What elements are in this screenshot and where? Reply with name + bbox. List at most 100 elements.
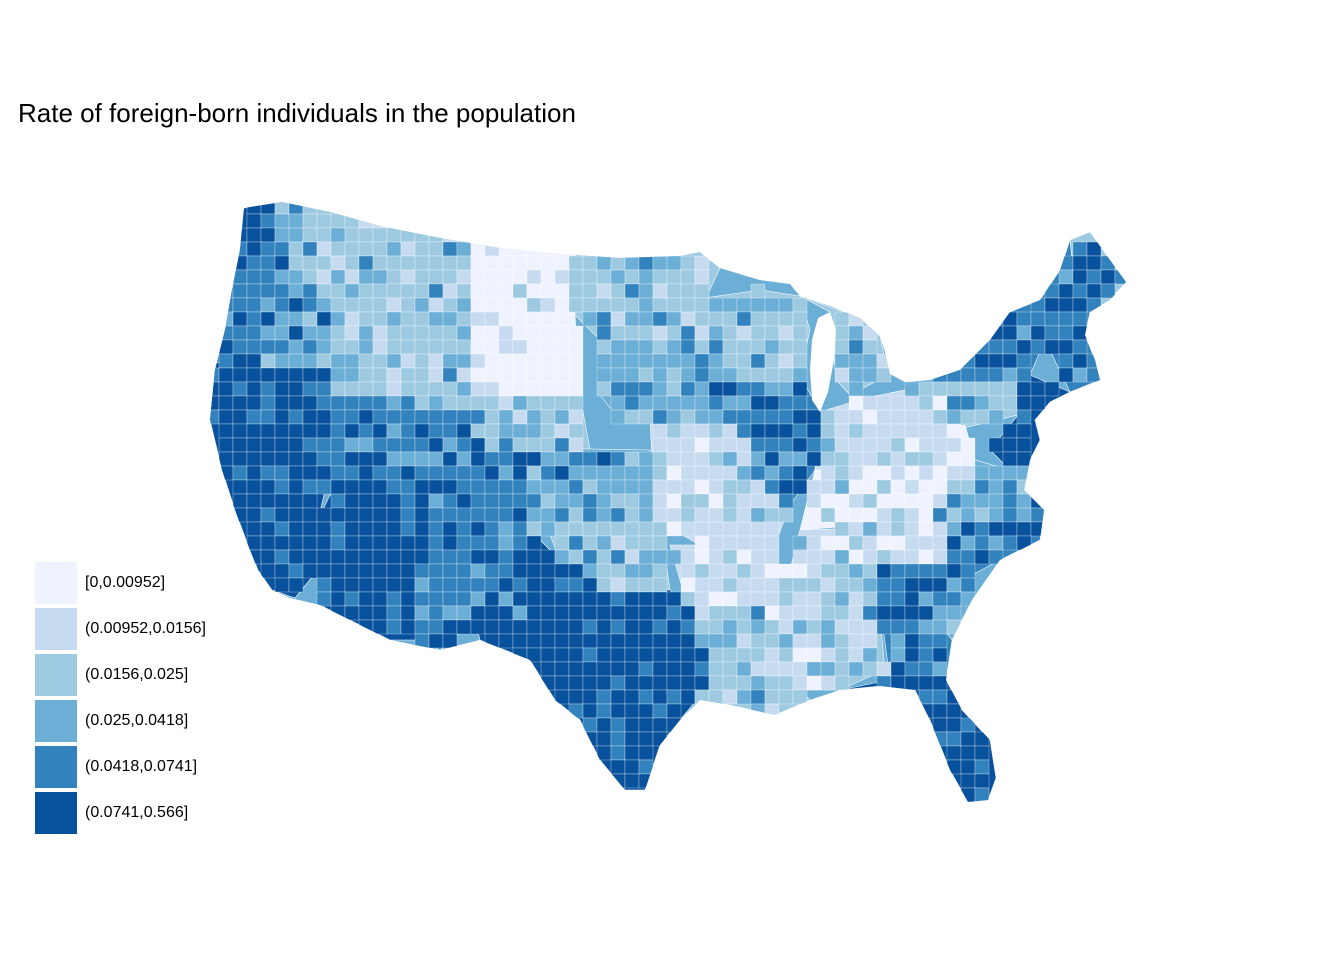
county-cell bbox=[1100, 283, 1116, 299]
county-cell bbox=[582, 577, 598, 593]
county-cell bbox=[512, 605, 528, 621]
county-cell bbox=[778, 619, 794, 635]
county-cell bbox=[932, 675, 948, 691]
county-cell bbox=[666, 633, 682, 649]
county-cell bbox=[932, 661, 948, 677]
county-cell bbox=[778, 451, 794, 467]
county-cell bbox=[764, 507, 780, 523]
county-cell bbox=[918, 451, 934, 467]
county-cell bbox=[498, 409, 514, 425]
county-cell bbox=[582, 647, 598, 663]
county-cell bbox=[918, 535, 934, 551]
county-cell bbox=[414, 633, 430, 649]
county-cell bbox=[456, 577, 472, 593]
county-cell bbox=[414, 353, 430, 369]
county-cell bbox=[890, 521, 906, 537]
county-cell bbox=[596, 633, 612, 649]
county-cell bbox=[764, 633, 780, 649]
county-cell bbox=[498, 437, 514, 453]
county-cell bbox=[344, 549, 360, 565]
county-cell bbox=[680, 563, 696, 579]
county-cell bbox=[540, 241, 556, 257]
county-cell bbox=[512, 521, 528, 537]
county-cell bbox=[848, 381, 864, 397]
county-cell bbox=[568, 647, 584, 663]
county-cell bbox=[358, 297, 374, 313]
county-cell bbox=[806, 591, 822, 607]
county-cell bbox=[638, 521, 654, 537]
county-cell bbox=[750, 325, 766, 341]
county-cell bbox=[764, 381, 780, 397]
county-cell bbox=[1030, 339, 1046, 355]
county-cell bbox=[736, 619, 752, 635]
county-cell bbox=[848, 339, 864, 355]
county-cell bbox=[694, 507, 710, 523]
county-cell bbox=[316, 353, 332, 369]
county-cell bbox=[638, 605, 654, 621]
county-cell bbox=[1030, 493, 1046, 509]
county-cell bbox=[834, 423, 850, 439]
county-cell bbox=[470, 535, 486, 551]
county-cell bbox=[358, 353, 374, 369]
county-cell bbox=[400, 367, 416, 383]
county-cell bbox=[582, 297, 598, 313]
county-cell bbox=[540, 647, 556, 663]
county-cell bbox=[764, 535, 780, 551]
county-cell bbox=[540, 297, 556, 313]
county-cell bbox=[778, 437, 794, 453]
county-cell bbox=[946, 451, 962, 467]
county-cell bbox=[1016, 423, 1032, 439]
county-cell bbox=[512, 465, 528, 481]
county-cell bbox=[834, 535, 850, 551]
county-cell bbox=[652, 633, 668, 649]
county-cell bbox=[442, 535, 458, 551]
county-cell bbox=[764, 437, 780, 453]
county-cell bbox=[652, 297, 668, 313]
county-cell bbox=[428, 283, 444, 299]
county-cell bbox=[890, 661, 906, 677]
county-cell bbox=[470, 507, 486, 523]
county-cell bbox=[232, 507, 248, 523]
county-cell bbox=[680, 325, 696, 341]
county-cell bbox=[890, 633, 906, 649]
county-cell bbox=[666, 591, 682, 607]
county-cell bbox=[442, 339, 458, 355]
county-cell bbox=[554, 675, 570, 691]
county-cell bbox=[624, 451, 640, 467]
county-cell bbox=[862, 661, 878, 677]
county-cell bbox=[624, 717, 640, 733]
county-cell bbox=[876, 535, 892, 551]
county-cell bbox=[246, 535, 262, 551]
county-cell bbox=[582, 549, 598, 565]
county-cell bbox=[848, 325, 864, 341]
county-cell bbox=[652, 269, 668, 285]
county-cell bbox=[932, 353, 948, 369]
county-cell bbox=[512, 339, 528, 355]
county-cell bbox=[974, 325, 990, 341]
county-cell bbox=[232, 227, 248, 243]
county-cell bbox=[610, 395, 626, 411]
county-cell bbox=[596, 535, 612, 551]
county-cell bbox=[554, 521, 570, 537]
county-cell bbox=[470, 255, 486, 271]
county-cell bbox=[610, 381, 626, 397]
county-cell bbox=[932, 731, 948, 747]
county-cell bbox=[862, 325, 878, 341]
county-cell bbox=[302, 493, 318, 509]
county-cell bbox=[246, 255, 262, 271]
county-cell bbox=[596, 269, 612, 285]
county-cell bbox=[218, 353, 234, 369]
county-cell bbox=[386, 507, 402, 523]
county-cell bbox=[582, 689, 598, 705]
county-cell bbox=[834, 521, 850, 537]
county-cell bbox=[540, 675, 556, 691]
county-cell bbox=[820, 661, 836, 677]
county-cell bbox=[1044, 283, 1060, 299]
county-cell bbox=[302, 213, 318, 229]
county-cell bbox=[246, 381, 262, 397]
county-cell bbox=[1072, 325, 1088, 341]
county-cell bbox=[680, 577, 696, 593]
county-cell bbox=[680, 451, 696, 467]
county-cell bbox=[750, 479, 766, 495]
county-cell bbox=[680, 647, 696, 663]
